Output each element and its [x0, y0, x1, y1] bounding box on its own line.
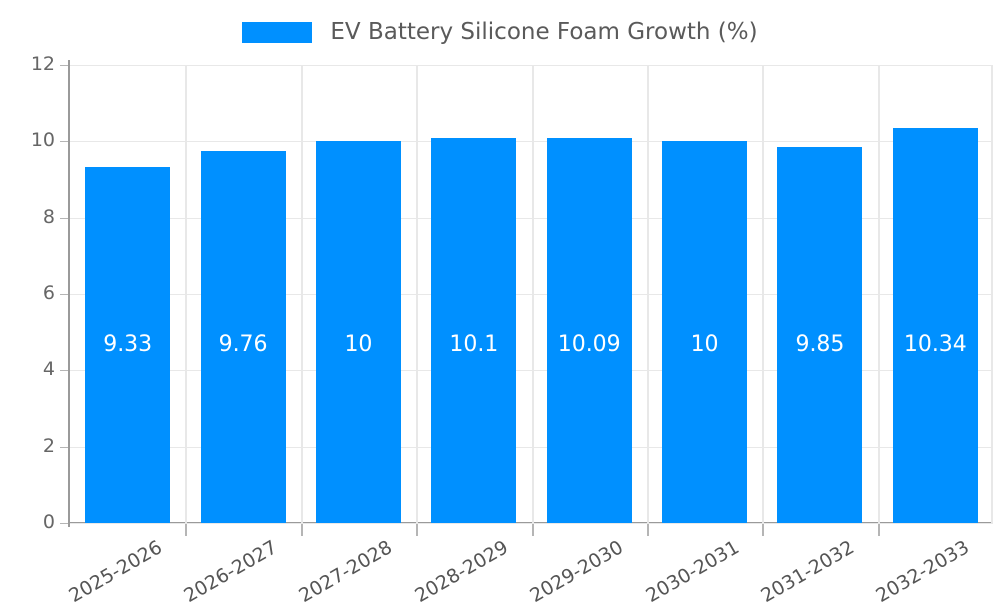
x-axis-category-label: 2025-2026	[64, 536, 166, 607]
x-gridline	[762, 65, 765, 523]
legend-color-swatch	[242, 21, 313, 43]
y-axis-tick-label: 0	[42, 511, 55, 533]
y-axis-tick-label: 12	[30, 53, 55, 75]
bar[interactable]	[892, 128, 978, 523]
x-axis-tick	[762, 524, 765, 536]
y-axis-tick-label: 10	[30, 129, 55, 152]
x-axis-tick	[531, 524, 534, 536]
y-axis-line	[68, 60, 70, 527]
bar-value-label: 10	[344, 332, 373, 357]
bar-value-label: 9.33	[103, 332, 153, 357]
y-axis-tick	[60, 446, 68, 448]
bar[interactable]	[662, 141, 748, 523]
x-axis-tick	[185, 524, 188, 536]
x-axis-tick	[646, 524, 649, 536]
bar-value-label: 9.76	[218, 332, 268, 357]
y-axis-tick	[60, 141, 68, 143]
x-gridline	[416, 65, 419, 523]
y-axis-tick	[60, 523, 68, 524]
x-axis-category-label: 2030-2031	[641, 536, 743, 607]
bar[interactable]	[200, 150, 286, 523]
x-axis-category-label: 2027-2028	[295, 536, 397, 607]
bar-value-label: 10.09	[557, 332, 621, 357]
x-gridline	[531, 65, 534, 523]
y-axis-tick	[60, 217, 68, 219]
y-axis-tick	[60, 294, 68, 295]
bar-value-label: 10	[690, 332, 719, 357]
x-gridline	[185, 65, 188, 523]
x-gridline	[300, 65, 303, 523]
legend-entry[interactable]: EV Battery Silicone Foam Growth (%)	[242, 18, 758, 45]
x-axis-tick	[300, 524, 303, 536]
x-gridline	[646, 65, 649, 523]
y-axis-tick-label: 6	[42, 282, 55, 304]
plot-right-border	[991, 65, 993, 523]
y-axis-tick-label: 4	[42, 358, 55, 381]
y-axis-tick-label: 2	[42, 434, 55, 457]
bar-value-label: 10.34	[903, 332, 967, 357]
y-axis-tick	[60, 370, 68, 372]
bar-value-label: 10.1	[449, 332, 499, 357]
plot-area: 9.33 9.76 10 10.1 10.09 10 9.85 10.34	[70, 65, 993, 524]
legend-label: EV Battery Silicone Foam Growth (%)	[330, 18, 758, 45]
x-axis-tick	[416, 524, 419, 536]
bar-value-label: 9.85	[795, 332, 845, 357]
chart-legend: EV Battery Silicone Foam Growth (%)	[0, 14, 1000, 50]
x-axis-category-label: 2028-2029	[411, 536, 512, 607]
bar[interactable]	[85, 166, 171, 523]
x-axis-tick	[877, 524, 880, 536]
y-axis-tick-label: 8	[42, 205, 55, 228]
bar[interactable]	[777, 147, 863, 523]
bar[interactable]	[431, 137, 517, 523]
x-axis-category-label: 2026-2027	[180, 536, 282, 607]
y-axis-tick	[60, 65, 68, 66]
y-gridline	[70, 523, 993, 524]
bar[interactable]	[546, 137, 632, 523]
bar[interactable]	[315, 141, 401, 523]
x-axis-category-label: 2031-2032	[757, 536, 858, 607]
x-axis-category-label: 2032-2033	[872, 536, 974, 607]
x-gridline	[877, 65, 880, 523]
x-axis-category-label: 2029-2030	[526, 536, 628, 607]
